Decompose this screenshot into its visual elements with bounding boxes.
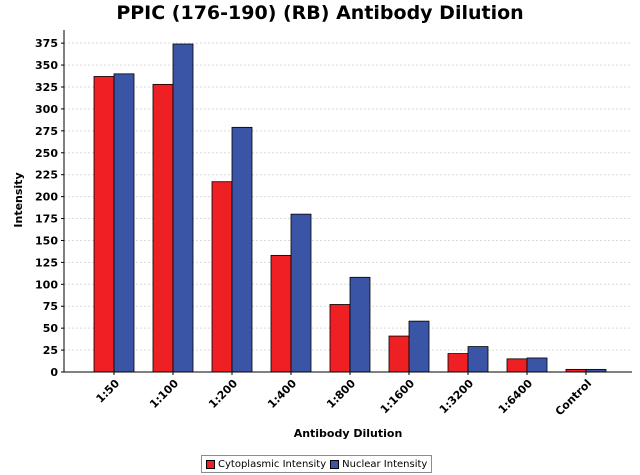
y-tick-label: 50 xyxy=(43,322,59,335)
bar-cytoplasmic xyxy=(506,358,528,373)
y-tick-label: 100 xyxy=(35,278,58,291)
y-tick-label: 25 xyxy=(43,344,58,357)
bar-nuclear xyxy=(408,320,430,373)
bar-cytoplasmic xyxy=(152,83,174,373)
bar-nuclear xyxy=(290,213,312,373)
bar-cytoplasmic xyxy=(329,304,351,373)
y-tick-label: 0 xyxy=(50,366,58,379)
bar-nuclear xyxy=(349,276,371,373)
legend-label-nuclear: Nuclear Intensity xyxy=(342,458,428,470)
y-tick-label: 200 xyxy=(35,191,58,204)
x-tick-label: 1:50 xyxy=(94,377,123,406)
y-ticks: 0 25 50 75 100 125 150 175 200 225 250 275 300 325 350… xyxy=(35,37,64,379)
gridlines xyxy=(64,42,632,351)
y-tick-label: 175 xyxy=(35,213,58,226)
x-tick-label: 1:400 xyxy=(265,377,299,411)
bar-nuclear xyxy=(113,73,135,373)
y-tick-label: 225 xyxy=(35,169,58,182)
bar-nuclear xyxy=(231,126,253,373)
x-tick-label: 1:3200 xyxy=(437,377,477,417)
legend-swatch-cytoplasmic xyxy=(206,459,215,469)
x-axis-title: Antibody Dilution xyxy=(294,427,403,440)
legend: Cytoplasmic Intensity Nuclear Intensity xyxy=(201,455,433,473)
legend-item-cytoplasmic: Cytoplasmic Intensity xyxy=(206,459,326,470)
legend-item-nuclear: Nuclear Intensity xyxy=(330,459,427,470)
x-tick-label: Control xyxy=(553,377,594,418)
y-tick-label: 350 xyxy=(35,59,58,72)
y-tick-label: 150 xyxy=(35,234,58,247)
bar-cytoplasmic xyxy=(211,181,233,373)
bar-nuclear xyxy=(467,346,489,373)
chart-title: PPIC (176-190) (RB) Antibody Dilution xyxy=(116,2,524,24)
bar-cytoplasmic xyxy=(447,353,469,373)
legend-label-cytoplasmic: Cytoplasmic Intensity xyxy=(218,458,327,470)
y-axis-title: Intensity xyxy=(12,172,25,227)
x-tick-label: 1:200 xyxy=(206,377,240,411)
bar-cytoplasmic xyxy=(270,254,292,373)
x-tick-label: 1:800 xyxy=(324,377,358,411)
y-tick-label: 375 xyxy=(35,37,58,50)
x-ticks: 1:50 1:100 1:200 1:400 1:800 1:1600 1:3200 1:64… xyxy=(94,372,594,418)
y-tick-label: 75 xyxy=(43,300,58,313)
bar-nuclear xyxy=(172,43,194,373)
bar-cytoplasmic xyxy=(388,335,410,373)
bars xyxy=(93,43,607,373)
y-tick-label: 325 xyxy=(35,81,58,94)
bar-cytoplasmic xyxy=(93,76,115,373)
x-tick-label: 1:6400 xyxy=(496,377,536,417)
legend-swatch-nuclear xyxy=(330,459,340,469)
y-tick-label: 275 xyxy=(35,125,58,138)
y-tick-label: 250 xyxy=(35,147,58,160)
x-tick-label: 1:1600 xyxy=(378,377,418,417)
y-tick-label: 300 xyxy=(35,103,58,116)
x-tick-label: 1:100 xyxy=(147,377,181,411)
y-tick-label: 125 xyxy=(35,256,58,269)
bar-nuclear xyxy=(526,357,548,373)
